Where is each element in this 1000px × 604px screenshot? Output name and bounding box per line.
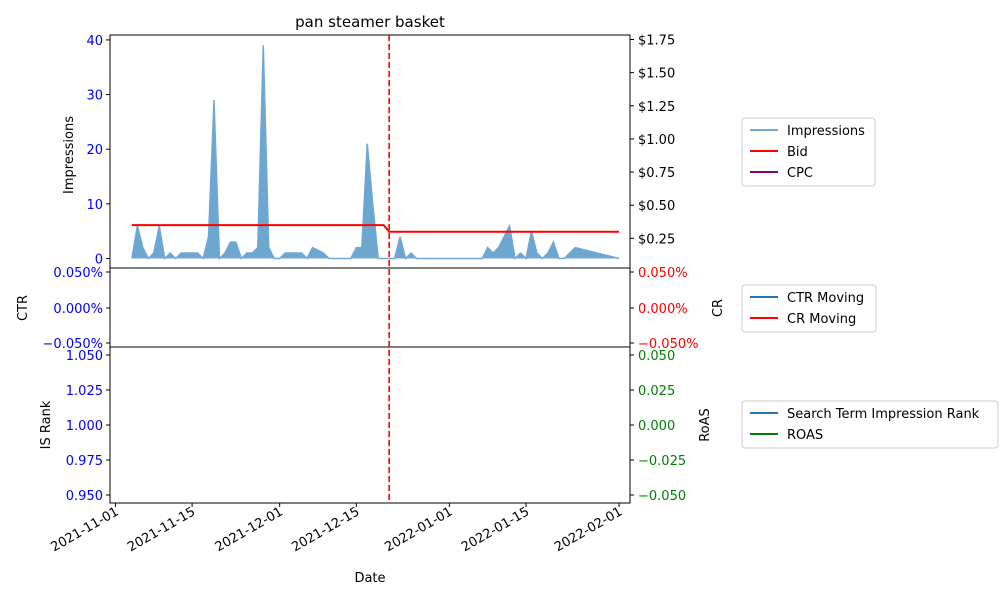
legend-label-bid: Bid	[787, 145, 808, 160]
legend-label-cpc: CPC	[787, 166, 813, 181]
roas-tick-label: 0.025	[638, 384, 675, 399]
legend-label-impressions: Impressions	[787, 124, 865, 139]
chart-title: pan steamer basket	[295, 13, 445, 31]
bid-tick-label: $1.00	[638, 133, 675, 148]
impressions-axis-label: Impressions	[62, 116, 77, 194]
is-rank-axis-label: IS Rank	[39, 400, 54, 449]
cr-tick-label: 0.000%	[638, 302, 688, 317]
impressions-tick-label: 30	[86, 89, 103, 104]
bid-tick-label: $1.75	[638, 34, 675, 49]
roas-tick-label: 0.000	[638, 419, 675, 434]
legend-middle: CTR Moving CR Moving	[741, 284, 877, 333]
bid-tick-label: $1.25	[638, 100, 675, 115]
date-axis-label: Date	[354, 571, 385, 586]
ctr-tick-label: −0.050%	[43, 337, 103, 352]
roas-tick-label: −0.025	[638, 454, 686, 469]
is-rank-tick-label: 1.050	[66, 349, 103, 364]
is-rank-tick-label: 0.975	[66, 454, 103, 469]
cr-tick-label: 0.050%	[638, 266, 688, 281]
legend-top: Impressions Bid CPC	[741, 117, 876, 187]
ctr-axis-label: CTR	[16, 295, 31, 321]
legend-label-cr-moving: CR Moving	[787, 312, 856, 327]
is-rank-tick-label: 0.950	[66, 489, 103, 504]
legend-label-search-term-impression-rank: Search Term Impression Rank	[787, 407, 980, 422]
cr-axis-label: CR	[711, 299, 726, 317]
rank-roas-panel: 1.050 0.050 1.025 0.025 1.000 0.000 0.975 −0.02…	[39, 346, 713, 586]
legend-label-ctr-moving: CTR Moving	[787, 291, 864, 306]
cr-tick-label: −0.050%	[638, 337, 698, 352]
roas-tick-label: 0.050	[638, 349, 675, 364]
impressions-tick-label: 10	[86, 198, 103, 213]
legend-label-roas: ROAS	[787, 428, 823, 443]
bid-tick-label: $0.25	[638, 232, 675, 247]
bid-tick-label: $0.50	[638, 199, 675, 214]
is-rank-tick-label: 1.000	[66, 419, 103, 434]
ctr-tick-label: 0.000%	[53, 302, 103, 317]
is-rank-tick-label: 1.025	[66, 384, 103, 399]
impressions-line	[131, 45, 620, 261]
impressions-panel: 0 10 20 30 40 $0.25 $0.50 $0.75 $1.00 $1.25 $1.50…	[62, 34, 675, 269]
legend-bottom: Search Term Impression Rank ROAS	[741, 400, 999, 449]
bid-tick-label: $1.50	[638, 67, 675, 82]
impressions-tick-label: 20	[86, 143, 103, 158]
roas-tick-label: −0.050	[638, 489, 686, 504]
roas-axis-label: RoAS	[698, 408, 713, 442]
impressions-tick-label: 40	[86, 34, 103, 49]
ctr-tick-label: 0.050%	[53, 266, 103, 281]
bid-line	[131, 224, 620, 233]
impressions-tick-label: 0	[95, 253, 103, 268]
bid-tick-label: $0.75	[638, 166, 675, 181]
